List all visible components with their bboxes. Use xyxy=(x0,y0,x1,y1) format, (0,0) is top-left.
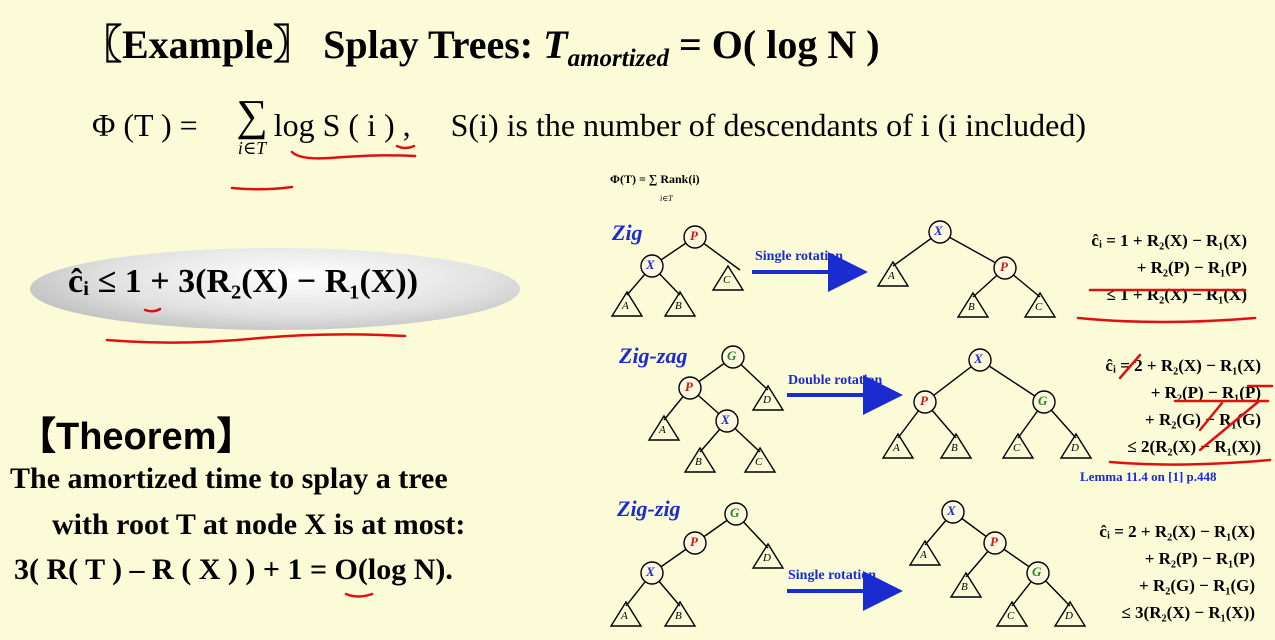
potential-line: Φ (T ) = log S ( i ) , S(i) is the numbe… xyxy=(92,107,1086,144)
zigzig-formula-4: ≤ 3(R₂(X) − R₁(X)) xyxy=(1121,603,1255,622)
zigzag-after-subtree-c: C xyxy=(1013,442,1021,454)
zigzag-before-subtree-a: A xyxy=(659,424,666,436)
title-prefix: 〖Example〗 Splay Trees: xyxy=(82,22,544,67)
zigzig-before-node-x: X xyxy=(646,564,655,579)
zig-before-node-x: X xyxy=(646,257,655,272)
zigzig-rotation-label: Single rotation xyxy=(788,568,877,583)
zigzag-formulas: ĉᵢ = 2 + R₂(X) − R₁(X) + R₂(P) − R₁(P) +… xyxy=(1105,352,1261,460)
zigzig-formula-2: + R₂(P) − R₁(P) xyxy=(1144,549,1255,568)
zigzig-formulas: ĉᵢ = 2 + R₂(X) − R₁(X) + R₂(P) − R₁(P) +… xyxy=(1099,518,1255,626)
zig-before-tree xyxy=(610,225,745,317)
zig-after-subtree-b: B xyxy=(968,301,975,313)
zigzag-before-subtree-d: D xyxy=(763,394,771,406)
zigzag-before-subtree-b: B xyxy=(695,456,702,468)
zigzag-formula-1: ĉᵢ = 2 + R₂(X) − R₁(X) xyxy=(1105,356,1261,375)
zigzig-before-subtree-b: B xyxy=(675,610,682,622)
zigzig-before-node-p: P xyxy=(690,534,698,549)
theorem-heading: 【Theorem】 xyxy=(18,416,255,458)
zigzig-after-node-x: X xyxy=(947,503,956,518)
bound-ellipse xyxy=(30,248,520,330)
rank-definition: Φ(T) = ∑ Rank(i) xyxy=(610,172,700,186)
potential-lhs: Φ (T ) = xyxy=(92,107,206,143)
zigzig-after-subtree-b: B xyxy=(961,581,968,593)
zig-before-subtree-c: C xyxy=(723,274,731,286)
case-zigzig-label: Zig-zig xyxy=(617,496,681,521)
zig-before-subtree-b: B xyxy=(675,300,682,312)
zigzag-after-node-g: G xyxy=(1038,393,1048,408)
zigzig-before-subtree-a: A xyxy=(621,610,628,622)
zig-rotation-label: Single rotation xyxy=(755,249,844,264)
sum-symbol: ∑ xyxy=(236,91,268,140)
zigzig-after-subtree-d: D xyxy=(1065,610,1073,622)
zigzag-after-subtree-a: A xyxy=(893,442,900,454)
zigzag-before-node-g: G xyxy=(727,348,737,363)
zigzag-after-subtree-b: B xyxy=(951,442,958,454)
theorem-line-1: The amortized time to splay a tree xyxy=(10,462,448,495)
zig-before-subtree-a: A xyxy=(622,300,629,312)
zigzig-formula-3: + R₂(G) − R₁(G) xyxy=(1139,576,1255,595)
case-zig-label: Zig xyxy=(612,220,643,245)
zigzag-before-subtree-c: C xyxy=(755,456,763,468)
zig-after-node-p: P xyxy=(1000,259,1008,274)
zigzag-before-tree xyxy=(647,345,785,473)
zigzig-before-tree xyxy=(609,502,785,627)
zigzig-after-node-g: G xyxy=(1032,564,1042,579)
zigzag-before-node-x: X xyxy=(721,412,730,427)
zigzag-before-node-p: P xyxy=(685,379,693,394)
title-T: T xyxy=(543,22,568,67)
zigzig-after-node-p: P xyxy=(990,534,998,549)
zig-after-subtree-c: C xyxy=(1035,301,1043,313)
zigzag-after-tree xyxy=(881,348,1093,459)
zig-formula-2: + R₂(P) − R₁(P) xyxy=(1136,258,1247,277)
zig-after-node-x: X xyxy=(934,223,943,238)
case-zigzag-label: Zig-zag xyxy=(619,343,688,368)
zigzig-after-subtree-c: C xyxy=(1007,610,1015,622)
zigzag-after-node-x: X xyxy=(974,351,983,366)
potential-rhs: log S ( i ) xyxy=(273,107,395,143)
handwritten-underlines xyxy=(105,144,1274,598)
zigzag-after-subtree-d: D xyxy=(1071,442,1079,454)
potential-description: S(i) is the number of descendants of i (… xyxy=(450,107,1086,143)
zigzag-formula-4: ≤ 2(R₂(X) − R₁(X)) xyxy=(1127,437,1261,456)
sum-subscript: i∈T xyxy=(237,138,267,158)
title-sub: amortized xyxy=(567,45,669,72)
slide-title: 〖Example〗 Splay Trees: Tamortized = O( l… xyxy=(82,12,880,73)
theorem-line-3: 3( R( T ) – R ( X ) ) + 1 = O(log N). xyxy=(14,553,453,586)
zigzag-rotation-label: Double rotation xyxy=(788,373,883,388)
zig-formula-1: ĉᵢ = 1 + R₂(X) − R₁(X) xyxy=(1091,231,1247,250)
zig-before-node-p: P xyxy=(690,228,698,243)
theorem-line-2: with root T at node X is at most: xyxy=(52,508,466,541)
zigzig-before-subtree-d: D xyxy=(763,552,771,564)
zig-after-tree xyxy=(876,220,1057,318)
sum-symbol-group: ∑ i∈T xyxy=(222,94,282,159)
zigzag-after-node-p: P xyxy=(920,393,928,408)
potential-comma: , xyxy=(402,107,411,143)
zigzag-formula-2: + R₂(P) − R₁(P) xyxy=(1150,383,1261,402)
zigzig-formula-1: ĉᵢ = 2 + R₂(X) − R₁(X) xyxy=(1099,522,1255,541)
zigzig-before-node-g: G xyxy=(730,505,740,520)
zigzig-after-tree xyxy=(908,500,1087,627)
amortized-bound: ĉᵢ ≤ 1 + 3(R₂(X) − R₁(X)) xyxy=(68,263,419,300)
zigzig-after-subtree-a: A xyxy=(920,549,927,561)
rank-subscript: i∈T xyxy=(660,194,673,203)
lemma-reference: Lemma 11.4 on [1] p.448 xyxy=(1080,469,1217,484)
title-rest: = O( log N ) xyxy=(668,22,880,67)
zig-after-subtree-a: A xyxy=(888,270,895,282)
